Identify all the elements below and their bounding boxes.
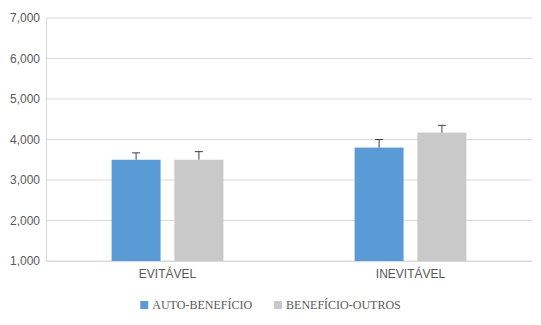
error-bar	[438, 125, 446, 132]
y-tick: 7,000	[10, 11, 46, 25]
legend-swatch	[140, 301, 148, 309]
legend-item: AUTO-BENEFÍCIO	[140, 298, 252, 312]
legend-item: BENEFÍCIO-OUTROS	[274, 298, 401, 312]
legend: AUTO-BENEFÍCIO BENEFÍCIO-OUTROS	[140, 298, 400, 312]
bar	[355, 148, 404, 261]
x-tick-label: EVITÁVEL	[139, 266, 197, 281]
error-whisker	[136, 153, 137, 160]
y-tick-label: 2,000	[10, 214, 40, 228]
y-tick-label: 4,000	[10, 133, 40, 147]
series	[112, 140, 404, 262]
bar	[417, 133, 466, 261]
series	[174, 125, 466, 261]
plot: 1,000 2,000 3,000 4,000 5,000 6,000 7,000 EVITÁ…	[10, 11, 533, 280]
x-tick-label: INEVITÁVEL	[376, 266, 446, 281]
error-cap	[132, 152, 140, 153]
y-tick-label: 3,000	[10, 173, 40, 187]
error-whisker	[198, 152, 199, 160]
x-tick: INEVITÁVEL	[376, 261, 446, 281]
y-tick: 1,000	[10, 254, 46, 268]
y-tick-label: 7,000	[10, 11, 40, 25]
error-bar	[132, 153, 140, 160]
error-whisker	[441, 125, 442, 132]
x-axis-line	[47, 261, 533, 262]
y-tick: 5,000	[10, 92, 46, 106]
y-tick: 2,000	[10, 214, 46, 228]
error-cap	[195, 151, 203, 152]
y-tick-label: 6,000	[10, 52, 40, 66]
legend-label: AUTO-BENEFÍCIO	[152, 298, 252, 312]
grid-line	[46, 99, 532, 100]
grid-line	[46, 58, 532, 59]
x-axis: EVITÁVEL INEVITÁVEL	[47, 261, 533, 281]
error-bar	[375, 140, 383, 148]
grid-line	[46, 18, 532, 19]
error-cap	[438, 125, 446, 126]
grid	[46, 18, 532, 261]
legend-swatch	[274, 301, 282, 309]
chart: 1,000 2,000 3,000 4,000 5,000 6,000 7,000 EVITÁ…	[0, 0, 541, 325]
bar	[112, 160, 161, 261]
error-bar	[195, 152, 203, 160]
bars	[112, 125, 467, 261]
error-whisker	[379, 140, 380, 148]
y-tick-label: 5,000	[10, 92, 40, 106]
x-tick: EVITÁVEL	[139, 261, 197, 281]
y-tick: 6,000	[10, 52, 46, 66]
bar	[174, 160, 223, 261]
y-tick: 3,000	[10, 173, 46, 187]
y-tick-label: 1,000	[10, 254, 40, 268]
error-cap	[375, 139, 383, 140]
y-tick: 4,000	[10, 133, 46, 147]
y-axis-line	[46, 19, 47, 262]
y-axis: 1,000 2,000 3,000 4,000 5,000 6,000 7,000	[10, 11, 47, 268]
legend-label: BENEFÍCIO-OUTROS	[286, 298, 401, 312]
